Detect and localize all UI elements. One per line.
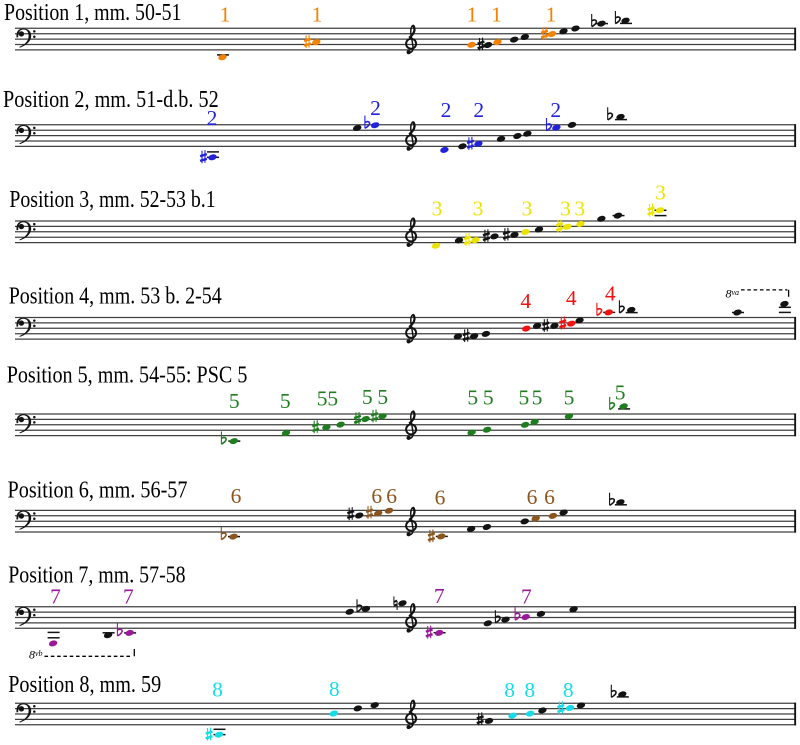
svg-text:1: 1	[220, 2, 231, 26]
svg-text:Position 3, mm. 52-53 b.1: Position 3, mm. 52-53 b.1	[9, 186, 215, 213]
svg-text:5: 5	[280, 389, 291, 413]
svg-text:8: 8	[504, 678, 515, 702]
svg-text:2: 2	[207, 106, 218, 130]
svg-text:5: 5	[229, 389, 240, 413]
svg-text:4: 4	[566, 286, 577, 310]
svg-text:2: 2	[441, 98, 452, 122]
svg-text:3: 3	[560, 196, 571, 220]
svg-text:6: 6	[231, 484, 242, 508]
svg-text:1: 1	[491, 2, 502, 26]
svg-text:5: 5	[362, 385, 373, 409]
svg-text:2: 2	[370, 96, 381, 120]
svg-text:3: 3	[574, 196, 585, 220]
svg-text:5: 5	[532, 386, 543, 410]
svg-text:6: 6	[527, 485, 538, 509]
svg-text:7: 7	[123, 585, 134, 609]
svg-text:1: 1	[312, 2, 323, 26]
svg-text:5: 5	[564, 386, 575, 410]
svg-text:5: 5	[615, 381, 626, 405]
svg-text:7: 7	[50, 585, 61, 609]
svg-text:6: 6	[386, 484, 397, 508]
svg-text:Position 1, mm. 50-51: Position 1, mm. 50-51	[4, 0, 182, 26]
svg-text:6: 6	[371, 484, 382, 508]
svg-text:Position 6, mm. 56-57: Position 6, mm. 56-57	[8, 477, 188, 504]
svg-text:Position 4, mm. 53 b. 2-54: Position 4, mm. 53 b. 2-54	[9, 282, 222, 309]
svg-text:Position 7, mm. 57-58: Position 7, mm. 57-58	[8, 562, 185, 589]
svg-text:3: 3	[522, 196, 533, 220]
svg-text:8: 8	[563, 678, 574, 702]
svg-text:8: 8	[524, 678, 535, 702]
svg-text:3: 3	[432, 196, 443, 220]
svg-text:Position 8, mm. 59: Position 8, mm. 59	[8, 671, 161, 698]
svg-text:7: 7	[521, 585, 532, 609]
svg-text:Position 2, mm. 51-d.b. 52: Position 2, mm. 51-d.b. 52	[3, 86, 219, 113]
svg-text:5: 5	[377, 385, 388, 409]
svg-text:5: 5	[317, 387, 328, 411]
svg-text:6: 6	[544, 485, 555, 509]
svg-text:7: 7	[434, 584, 445, 608]
svg-text:4: 4	[520, 289, 531, 313]
svg-text:2: 2	[473, 98, 484, 122]
svg-text:5: 5	[327, 387, 338, 411]
svg-text:Position 5, mm. 54-55: PSC 5: Position 5, mm. 54-55: PSC 5	[7, 362, 248, 389]
svg-text:3: 3	[655, 181, 666, 205]
svg-text:6: 6	[435, 486, 446, 510]
svg-text:8: 8	[329, 677, 340, 701]
svg-text:5: 5	[467, 386, 478, 410]
svg-text:1: 1	[467, 2, 478, 26]
svg-text:5: 5	[519, 386, 530, 410]
svg-text:8: 8	[212, 678, 223, 702]
svg-text:5: 5	[483, 386, 494, 410]
svg-text:3: 3	[473, 196, 484, 220]
svg-text:4: 4	[605, 282, 616, 306]
svg-text:1: 1	[546, 2, 557, 26]
svg-text:2: 2	[550, 98, 561, 122]
